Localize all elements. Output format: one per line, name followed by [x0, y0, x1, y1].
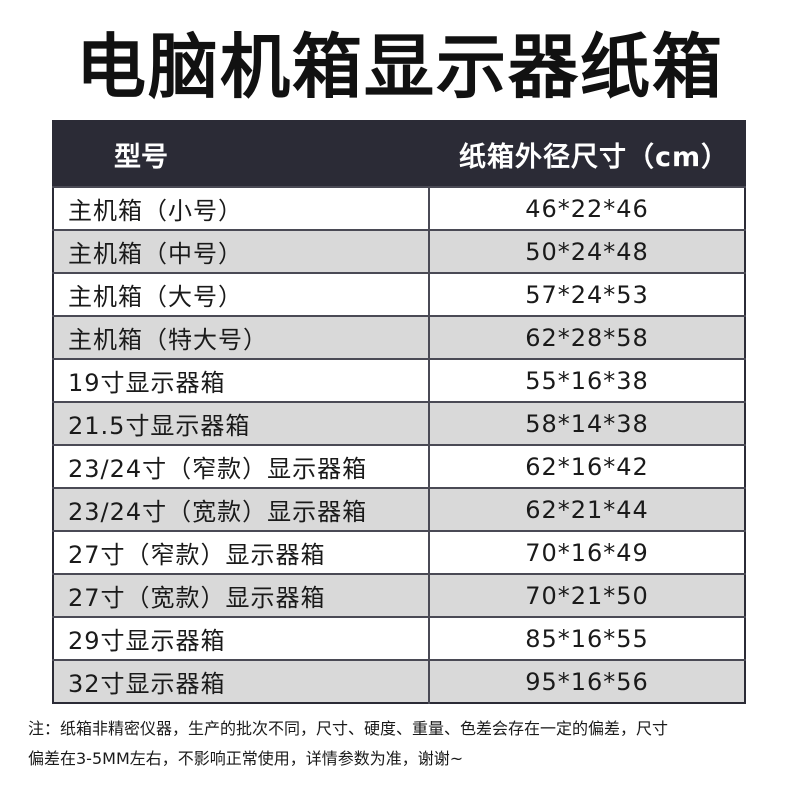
cell-model: 27寸（宽款）显示器箱 [53, 573, 430, 617]
table-row: 19寸显示器箱 55*16*38 [53, 358, 745, 402]
cell-size: 70*21*50 [429, 573, 745, 617]
size-table: 型号 纸箱外径尺寸（cm） 主机箱（小号） 46*22*46 主机箱（中号） 5… [52, 120, 746, 704]
cell-model: 主机箱（大号） [53, 272, 430, 316]
cell-size: 70*16*49 [429, 530, 745, 574]
cell-model: 19寸显示器箱 [53, 358, 430, 402]
cell-model: 23/24寸（窄款）显示器箱 [53, 444, 430, 488]
table-row: 32寸显示器箱 95*16*56 [53, 659, 745, 703]
table-row: 主机箱（特大号） 62*28*58 [53, 315, 745, 359]
cell-model: 32寸显示器箱 [53, 659, 430, 703]
header-model: 型号 [53, 121, 429, 187]
disclaimer-note: 注：纸箱非精密仪器，生产的批次不同，尺寸、硬度、重量、色差会存在一定的偏差，尺寸… [28, 714, 780, 774]
table-row: 主机箱（中号） 50*24*48 [53, 229, 745, 273]
table-header-row: 型号 纸箱外径尺寸（cm） [53, 121, 745, 187]
table-row: 23/24寸（窄款）显示器箱 62*16*42 [53, 444, 745, 488]
cell-model: 主机箱（中号） [53, 229, 430, 273]
cell-size: 50*24*48 [429, 229, 745, 273]
cell-size: 46*22*46 [429, 186, 745, 230]
note-line-2: 偏差在3-5MM左右，不影响正常使用，详情参数为准，谢谢~ [28, 749, 464, 768]
table-row: 23/24寸（宽款）显示器箱 62*21*44 [53, 487, 745, 531]
cell-model: 主机箱（特大号） [53, 315, 430, 359]
cell-model: 29寸显示器箱 [53, 616, 430, 660]
cell-size: 85*16*55 [429, 616, 745, 660]
cell-model: 21.5寸显示器箱 [53, 401, 430, 445]
cell-model: 23/24寸（宽款）显示器箱 [53, 487, 430, 531]
cell-size: 62*28*58 [429, 315, 745, 359]
cell-model: 27寸（窄款）显示器箱 [53, 530, 430, 574]
cell-size: 55*16*38 [429, 358, 745, 402]
cell-size: 58*14*38 [429, 401, 745, 445]
table-row: 21.5寸显示器箱 58*14*38 [53, 401, 745, 445]
note-line-1: 注：纸箱非精密仪器，生产的批次不同，尺寸、硬度、重量、色差会存在一定的偏差，尺寸 [28, 719, 669, 738]
cell-size: 62*16*42 [429, 444, 745, 488]
table-row: 主机箱（大号） 57*24*53 [53, 272, 745, 316]
table-row: 27寸（窄款）显示器箱 70*16*49 [53, 530, 745, 574]
cell-size: 57*24*53 [429, 272, 745, 316]
cell-model: 主机箱（小号） [53, 186, 430, 230]
table-row: 27寸（宽款）显示器箱 70*21*50 [53, 573, 745, 617]
header-size: 纸箱外径尺寸（cm） [429, 121, 745, 187]
page-title: 电脑机箱显示器纸箱 [76, 26, 724, 108]
table-row: 29寸显示器箱 85*16*55 [53, 616, 745, 660]
cell-size: 62*21*44 [429, 487, 745, 531]
table-row: 主机箱（小号） 46*22*46 [53, 186, 745, 230]
cell-size: 95*16*56 [429, 659, 745, 703]
